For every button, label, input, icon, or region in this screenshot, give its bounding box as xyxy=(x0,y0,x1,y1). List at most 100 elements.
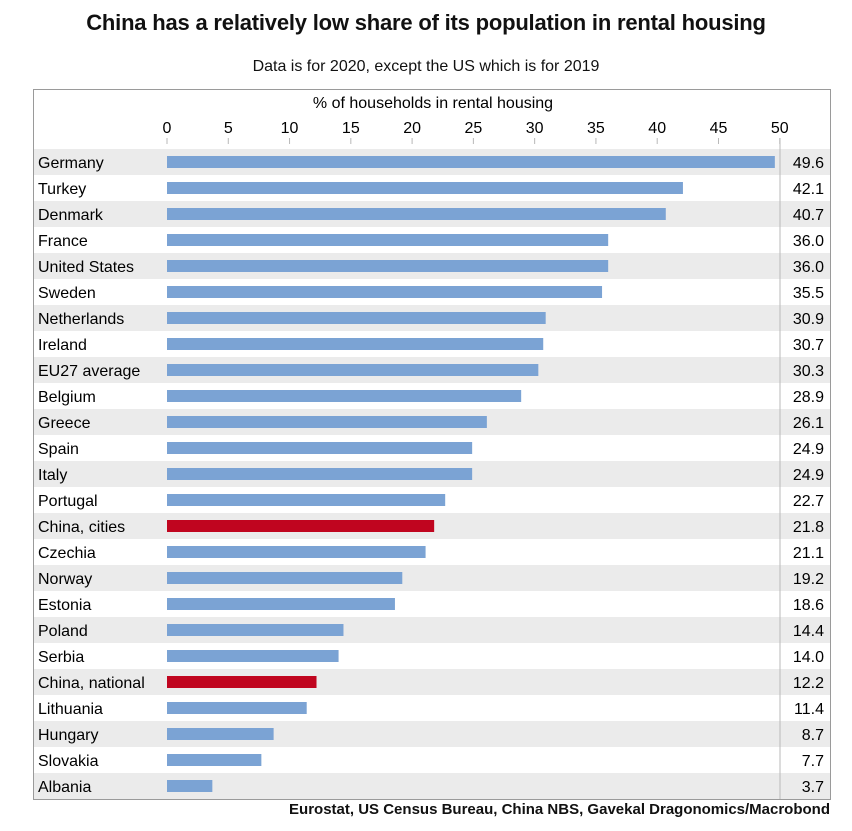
value-label: 18.6 xyxy=(793,597,824,614)
x-tick-label: 50 xyxy=(771,120,789,137)
bar xyxy=(167,650,339,662)
row-stripe xyxy=(34,773,830,799)
value-labels: 49.6 42.1 40.7 36.0 36.0 35.5 30.9 30.7 30.3 28.9… xyxy=(793,155,824,796)
category-label: Spain xyxy=(38,441,79,458)
category-labels: Germany Turkey Denmark France United States S… xyxy=(38,155,145,796)
x-tick-label: 15 xyxy=(342,120,360,137)
x-tick-label: 5 xyxy=(224,120,233,137)
category-label: Sweden xyxy=(38,285,96,302)
value-label: 22.7 xyxy=(793,493,824,510)
bar xyxy=(167,234,609,246)
value-label: 14.0 xyxy=(793,649,824,666)
bar xyxy=(167,572,403,584)
value-label: 14.4 xyxy=(793,623,824,640)
bar xyxy=(167,260,609,272)
category-label: Netherlands xyxy=(38,311,124,328)
category-label: Denmark xyxy=(38,207,104,224)
bar xyxy=(167,390,522,402)
value-label: 26.1 xyxy=(793,415,824,432)
value-label: 3.7 xyxy=(802,779,824,796)
chart-frame: % of households in rental housing 0 5 10 15… xyxy=(33,89,831,800)
bar xyxy=(167,364,539,376)
category-label: United States xyxy=(38,259,134,276)
category-label: Norway xyxy=(38,571,92,588)
bar xyxy=(167,286,603,298)
chart-subtitle: Data is for 2020, except the US which is… xyxy=(252,58,600,75)
value-label: 42.1 xyxy=(793,181,824,198)
category-label: Albania xyxy=(38,779,91,796)
value-label: 21.1 xyxy=(793,545,824,562)
bar xyxy=(167,780,213,792)
value-label: 19.2 xyxy=(793,571,824,588)
x-tick-label: 25 xyxy=(464,120,482,137)
bar xyxy=(167,598,395,610)
row-stripe xyxy=(34,565,830,591)
bar xyxy=(167,156,775,168)
row-stripe xyxy=(34,617,830,643)
x-axis-ticks: 0 5 10 15 20 25 30 35 40 45 50 xyxy=(163,120,789,137)
category-label: Italy xyxy=(38,467,67,484)
gridlines xyxy=(166,138,781,799)
category-label: Estonia xyxy=(38,597,91,614)
value-label: 49.6 xyxy=(793,155,824,172)
bar xyxy=(167,676,317,688)
x-tick-label: 30 xyxy=(526,120,544,137)
bar xyxy=(167,338,544,350)
chart-title: China has a relatively low share of its … xyxy=(86,10,766,35)
value-label: 35.5 xyxy=(793,285,824,302)
value-label: 30.7 xyxy=(793,337,824,354)
bar xyxy=(167,702,307,714)
x-tick-label: 40 xyxy=(648,120,666,137)
category-label: Slovakia xyxy=(38,753,99,770)
value-label: 21.8 xyxy=(793,519,824,536)
value-label: 8.7 xyxy=(802,727,824,744)
value-label: 36.0 xyxy=(793,259,824,276)
bar-chart: % of households in rental housing 0 5 10 15… xyxy=(34,95,830,799)
x-tick-label: 35 xyxy=(587,120,605,137)
bar xyxy=(167,442,473,454)
bar xyxy=(167,520,435,532)
value-label: 24.9 xyxy=(793,467,824,484)
x-tick-label: 10 xyxy=(281,120,299,137)
bar xyxy=(167,624,344,636)
value-label: 24.9 xyxy=(793,441,824,458)
row-stripe xyxy=(34,721,830,747)
x-tick-label: 45 xyxy=(710,120,728,137)
bar xyxy=(167,468,473,480)
value-label: 30.3 xyxy=(793,363,824,380)
value-label: 40.7 xyxy=(793,207,824,224)
value-label: 12.2 xyxy=(793,675,824,692)
category-label: Germany xyxy=(38,155,104,172)
value-label: 30.9 xyxy=(793,311,824,328)
category-label: Czechia xyxy=(38,545,96,562)
category-label: Serbia xyxy=(38,649,84,666)
bar xyxy=(167,546,426,558)
x-tick-label: 0 xyxy=(163,120,172,137)
bar xyxy=(167,182,683,194)
category-label: Hungary xyxy=(38,727,98,744)
category-label: China, national xyxy=(38,675,145,692)
bar xyxy=(167,312,546,324)
category-label: Portugal xyxy=(38,493,98,510)
category-label: Poland xyxy=(38,623,88,640)
value-label: 28.9 xyxy=(793,389,824,406)
category-label: Turkey xyxy=(38,181,86,198)
bar xyxy=(167,728,274,740)
category-label: Belgium xyxy=(38,389,96,406)
category-label: France xyxy=(38,233,88,250)
bar xyxy=(167,754,262,766)
row-stripe xyxy=(34,669,830,695)
bar xyxy=(167,494,446,506)
category-label: Lithuania xyxy=(38,701,103,718)
x-axis-label: % of households in rental housing xyxy=(313,95,553,112)
value-label: 36.0 xyxy=(793,233,824,250)
bar xyxy=(167,416,487,428)
bar xyxy=(167,208,666,220)
source-note: Eurostat, US Census Bureau, China NBS, G… xyxy=(289,801,830,818)
category-label: China, cities xyxy=(38,519,125,536)
value-label: 11.4 xyxy=(794,701,824,718)
x-tick-label: 20 xyxy=(403,120,421,137)
value-label: 7.7 xyxy=(802,753,824,770)
category-label: Ireland xyxy=(38,337,87,354)
bars xyxy=(167,156,775,792)
